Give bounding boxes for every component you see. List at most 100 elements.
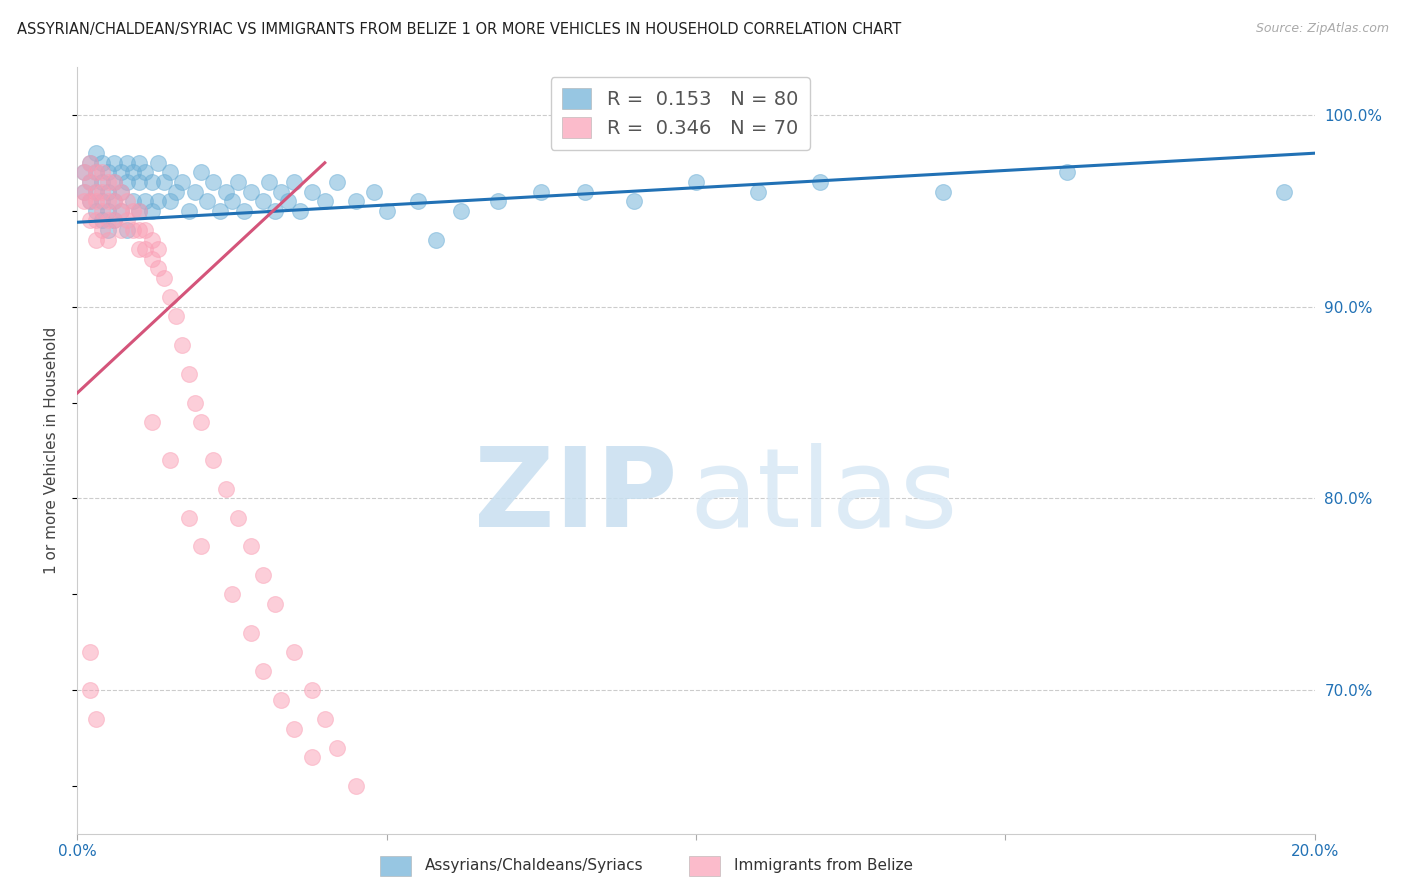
Text: Assyrians/Chaldeans/Syriacs: Assyrians/Chaldeans/Syriacs — [425, 858, 643, 872]
Point — [72, 185, 94, 199]
Text: Source: ZipAtlas.com: Source: ZipAtlas.com — [1256, 22, 1389, 36]
Point — [91, 175, 114, 189]
Point — [190, 539, 212, 553]
Point — [153, 175, 176, 189]
Point — [233, 203, 256, 218]
Point — [406, 194, 429, 208]
Point — [122, 194, 145, 208]
Point — [103, 194, 125, 208]
Point — [301, 185, 323, 199]
Point — [115, 223, 138, 237]
Point — [97, 175, 120, 189]
Point — [134, 223, 156, 237]
Point — [103, 175, 125, 189]
Point — [79, 175, 101, 189]
Point — [97, 194, 120, 208]
Text: Immigrants from Belize: Immigrants from Belize — [734, 858, 912, 872]
Point — [252, 664, 274, 678]
Point — [172, 338, 194, 352]
Point — [103, 213, 125, 227]
Point — [91, 223, 114, 237]
Point — [97, 213, 120, 227]
Point — [363, 185, 385, 199]
Point — [283, 175, 305, 189]
Point — [190, 415, 212, 429]
Point — [252, 194, 274, 208]
Point — [283, 645, 305, 659]
Point — [165, 309, 187, 323]
Point — [159, 165, 181, 179]
Point — [91, 194, 114, 208]
Point — [159, 194, 181, 208]
Point — [97, 203, 120, 218]
Point — [79, 175, 101, 189]
Point — [103, 155, 125, 169]
Point — [79, 194, 101, 208]
Point — [97, 223, 120, 237]
Point — [239, 185, 262, 199]
Point — [932, 185, 955, 199]
Point — [184, 395, 207, 409]
Text: ASSYRIAN/CHALDEAN/SYRIAC VS IMMIGRANTS FROM BELIZE 1 OR MORE VEHICLES IN HOUSEHO: ASSYRIAN/CHALDEAN/SYRIAC VS IMMIGRANTS F… — [17, 22, 901, 37]
Point — [344, 779, 367, 793]
Point — [84, 165, 107, 179]
Point — [153, 270, 176, 285]
Point — [215, 185, 238, 199]
Point — [79, 194, 101, 208]
Point — [159, 453, 181, 467]
Point — [134, 242, 156, 256]
Point — [110, 203, 132, 218]
Point — [84, 185, 107, 199]
Point — [141, 232, 163, 246]
Point — [110, 185, 132, 199]
Point — [128, 203, 150, 218]
Point — [84, 185, 107, 199]
Point — [115, 155, 138, 169]
Point — [288, 203, 311, 218]
Point — [97, 232, 120, 246]
Point — [326, 740, 349, 755]
Point — [79, 683, 101, 698]
Point — [103, 194, 125, 208]
Point — [172, 175, 194, 189]
Point — [79, 155, 101, 169]
Point — [91, 155, 114, 169]
Point — [79, 155, 101, 169]
Point — [208, 203, 231, 218]
Point — [326, 175, 349, 189]
Point — [141, 203, 163, 218]
Point — [115, 194, 138, 208]
Point — [165, 185, 187, 199]
Text: atlas: atlas — [690, 443, 959, 550]
Point — [128, 175, 150, 189]
Point — [574, 185, 596, 199]
Point — [128, 155, 150, 169]
Point — [264, 203, 287, 218]
Point — [84, 712, 107, 726]
Point — [177, 367, 200, 381]
Point — [450, 203, 472, 218]
Point — [84, 232, 107, 246]
Point — [344, 194, 367, 208]
Point — [122, 203, 145, 218]
Point — [128, 223, 150, 237]
Point — [146, 261, 169, 276]
Point — [257, 175, 280, 189]
Point — [91, 213, 114, 227]
Point — [91, 165, 114, 179]
Point — [301, 750, 323, 764]
Point — [84, 165, 107, 179]
Point — [202, 453, 225, 467]
Point — [270, 185, 292, 199]
Point — [283, 722, 305, 736]
Point — [195, 194, 218, 208]
Point — [190, 165, 212, 179]
Y-axis label: 1 or more Vehicles in Household: 1 or more Vehicles in Household — [44, 326, 59, 574]
Point — [79, 645, 101, 659]
Point — [375, 203, 398, 218]
Point — [97, 185, 120, 199]
Point — [110, 203, 132, 218]
Point — [146, 194, 169, 208]
Point — [215, 482, 238, 496]
Point — [134, 165, 156, 179]
